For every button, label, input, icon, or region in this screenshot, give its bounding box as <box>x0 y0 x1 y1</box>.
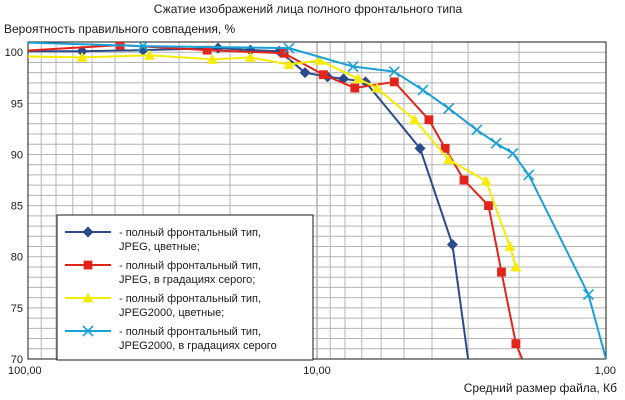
data-point <box>417 84 429 96</box>
data-point <box>82 325 94 337</box>
data-point <box>389 77 399 87</box>
series-line <box>28 44 524 359</box>
legend-label: JPEG2000, цветные; <box>119 307 224 319</box>
y-tick-label: 75 <box>11 303 23 315</box>
data-point <box>504 241 516 251</box>
data-point <box>76 51 88 62</box>
legend-label: - полный фронтальный тип, <box>119 260 261 272</box>
x-tick-label: 100,00 <box>8 365 42 377</box>
data-point <box>143 49 155 60</box>
y-tick-label: 95 <box>11 98 23 110</box>
data-point <box>319 70 328 80</box>
data-point <box>511 339 521 349</box>
series-group <box>28 42 606 359</box>
data-point <box>352 73 364 84</box>
y-tick-label: 100 <box>5 47 23 59</box>
data-point <box>490 137 502 149</box>
y-tick-label: 85 <box>11 201 23 213</box>
data-point <box>350 83 360 93</box>
data-point <box>424 115 434 125</box>
legend-label: JPEG, в градациях серого; <box>119 274 255 286</box>
y-tick-label: 70 <box>11 354 23 366</box>
data-point <box>82 292 94 303</box>
y-tick-label: 90 <box>11 149 23 161</box>
legend-item: - полный фронтальный тип, JPEG2000, в гра… <box>65 325 277 352</box>
data-point <box>83 260 93 270</box>
data-point <box>507 147 519 160</box>
legend-label: - полный фронтальный тип, <box>119 227 261 239</box>
y-axis-label: Вероятность правильного совпадения, % <box>4 22 236 36</box>
legend: - полный фронтальный тип,JPEG, цветные;-… <box>56 214 314 361</box>
data-point <box>459 175 469 185</box>
legend-item: - полный фронтальный тип, JPEG, цветные; <box>65 226 261 253</box>
grid <box>28 41 607 359</box>
series-3 <box>28 49 522 272</box>
legend-label: JPEG, цветные; <box>119 241 200 253</box>
legend-item: - полный фронтальный тип, JPEG2000, цветн… <box>65 292 261 319</box>
data-point <box>279 48 289 58</box>
data-point <box>283 42 295 54</box>
data-point <box>443 154 455 164</box>
x-tick-label: 10,00 <box>303 365 331 377</box>
data-point <box>137 42 149 52</box>
axis-ticks: 70 75 80 85 90 95 100 100,00 10,00 1,00 <box>5 47 616 377</box>
legend-label: JPEG2000, в градациях серого <box>119 340 277 352</box>
data-point <box>582 289 595 301</box>
data-point <box>314 54 326 65</box>
series-line <box>28 54 517 268</box>
data-point <box>299 67 311 79</box>
data-point <box>414 142 426 154</box>
data-point <box>484 201 493 211</box>
x-axis-label: Средний размер файла, Кб <box>464 381 617 395</box>
legend-label: - полный фронтальный тип, <box>119 326 261 338</box>
data-point <box>523 169 535 181</box>
data-point <box>440 143 450 153</box>
legend-box <box>56 214 314 361</box>
data-point <box>443 102 455 115</box>
data-point <box>446 238 458 250</box>
data-point <box>347 60 359 73</box>
data-point <box>497 267 506 277</box>
x-tick-label: 1,00 <box>595 365 616 377</box>
data-point <box>202 45 212 55</box>
data-point <box>388 66 400 78</box>
y-tick-label: 80 <box>11 252 23 264</box>
data-point <box>471 124 483 136</box>
data-point <box>206 53 218 64</box>
data-point <box>283 58 295 69</box>
data-point <box>82 226 94 238</box>
plot-area-frame <box>27 41 607 360</box>
data-point <box>244 51 256 62</box>
chart-title: Сжатие изображений лица полного фронталь… <box>154 2 463 16</box>
data-point <box>408 114 420 125</box>
data-point <box>510 261 522 272</box>
data-point <box>480 175 492 186</box>
data-point <box>371 82 383 93</box>
legend-label: - полный фронтальный тип, <box>119 293 261 305</box>
legend-item: - полный фронтальный тип, JPEG, в градаци… <box>65 260 261 286</box>
series-4 <box>28 42 606 359</box>
